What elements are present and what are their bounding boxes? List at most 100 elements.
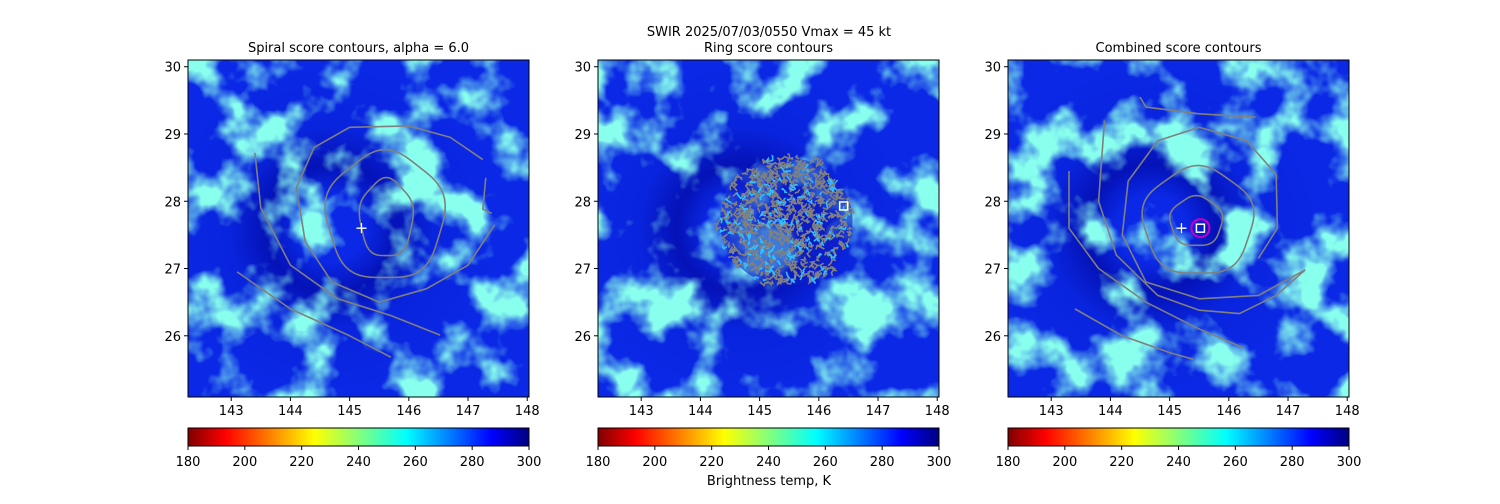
ring-contour: [832, 253, 837, 260]
ring-contour: [819, 182, 825, 188]
ring-contour: [829, 182, 836, 187]
ring-contour: [760, 246, 765, 253]
ring-contour: [820, 241, 825, 247]
ring-contour: [771, 203, 780, 208]
ring-contour: [726, 225, 735, 234]
ring-contour: [795, 160, 803, 166]
ring-contour: [789, 173, 794, 180]
ring-contour: [790, 278, 796, 284]
ring-contour: [810, 217, 817, 226]
ring-contour: [778, 221, 785, 225]
ring-contour: [841, 246, 846, 251]
y-tick-label: 28: [984, 195, 1001, 210]
ring-contour: [791, 269, 798, 276]
ring-contour: [827, 181, 833, 187]
ring-contour: [826, 189, 833, 195]
ring-contour: [828, 177, 834, 184]
ring-contour: [780, 250, 785, 258]
ring-contour: [777, 176, 783, 182]
ring-contour: [785, 207, 791, 213]
colorbar-tick-label: 200: [1052, 455, 1077, 470]
ring-contour: [798, 221, 804, 233]
ring-contour: [777, 213, 783, 218]
ring-contour: [805, 170, 810, 177]
ring-contour: [763, 184, 770, 193]
ring-contour: [747, 239, 751, 246]
x-tick-label: 144: [1098, 404, 1123, 419]
colorbar-tick-label: 300: [927, 455, 952, 470]
ring-contour: [780, 171, 786, 176]
ring-contour: [741, 230, 748, 236]
ring-contour: [765, 222, 772, 230]
ring-contour: [736, 192, 742, 200]
ring-contour: [746, 198, 755, 204]
ring-contour: [747, 168, 752, 172]
x-tick-label: 146: [396, 404, 421, 419]
x-tick-label: 148: [925, 404, 950, 419]
ring-contour: [738, 204, 749, 210]
ring-contour: [764, 260, 769, 265]
ring-contour: [754, 227, 758, 232]
x-tick-label: 145: [747, 404, 772, 419]
ring-contour: [776, 195, 784, 202]
y-tick-label: 30: [574, 61, 591, 76]
ring-contour: [755, 174, 762, 182]
ring-contour: [741, 192, 747, 197]
ring-contour: [760, 190, 769, 195]
ring-contour: [785, 256, 789, 261]
ring-contour: [794, 239, 802, 245]
ring-contour: [796, 248, 805, 255]
ring-contour: [758, 178, 762, 185]
satellite-image: [1008, 60, 1349, 397]
ring-contour: [788, 186, 797, 192]
ring-contour: [767, 219, 773, 225]
y-tick-label: 29: [164, 128, 181, 143]
ring-contour: [753, 244, 759, 251]
ring-contour: [812, 180, 819, 189]
score-contour: [1121, 126, 1306, 300]
ring-contour: [804, 184, 810, 191]
ring-contour: [768, 154, 774, 163]
x-tick-label: 143: [1039, 404, 1064, 419]
ring-contour: [752, 189, 759, 196]
ring-contour: [814, 233, 821, 239]
ring-contour: [761, 158, 767, 165]
ring-contour: [793, 171, 798, 178]
ring-contour: [839, 215, 845, 223]
ring-contour: [794, 154, 800, 160]
ring-contour: [787, 247, 792, 253]
ring-contour: [769, 187, 774, 194]
colorbar: 180 200 220 240 260 280 300: [176, 427, 541, 470]
ring-contour: [782, 251, 787, 257]
ring-contour: [798, 166, 806, 172]
ring-contour: [819, 265, 825, 272]
ring-contour: [807, 242, 815, 248]
score-contour: [1074, 308, 1194, 361]
colorbar-tick-label: 280: [460, 455, 485, 470]
ring-contour: [767, 251, 772, 259]
ring-contour: [763, 252, 770, 256]
colorbar-tick-label: 220: [1109, 455, 1134, 470]
y-tick-label: 29: [984, 128, 1001, 143]
ring-contour: [779, 229, 785, 240]
ring-contour: [836, 194, 843, 200]
ring-contour: [753, 190, 763, 197]
ring-contour: [811, 191, 816, 196]
ring-contour: [793, 260, 798, 268]
ring-contour: [775, 265, 784, 272]
ring-contour: [769, 274, 775, 280]
ring-contour: [728, 246, 738, 253]
ring-contour: [815, 157, 820, 167]
ring-contour: [830, 226, 834, 235]
ring-contour: [764, 277, 771, 282]
score-contour: [358, 176, 415, 257]
ring-contour: [746, 231, 751, 240]
ring-contour: [772, 235, 779, 240]
ring-contour: [772, 254, 777, 261]
satellite-image: [188, 60, 529, 397]
ring-contour: [747, 248, 755, 255]
ring-contour: [726, 242, 731, 249]
ring-contour: [834, 190, 842, 194]
ring-contour: [831, 213, 837, 220]
ring-contour: [820, 168, 826, 176]
